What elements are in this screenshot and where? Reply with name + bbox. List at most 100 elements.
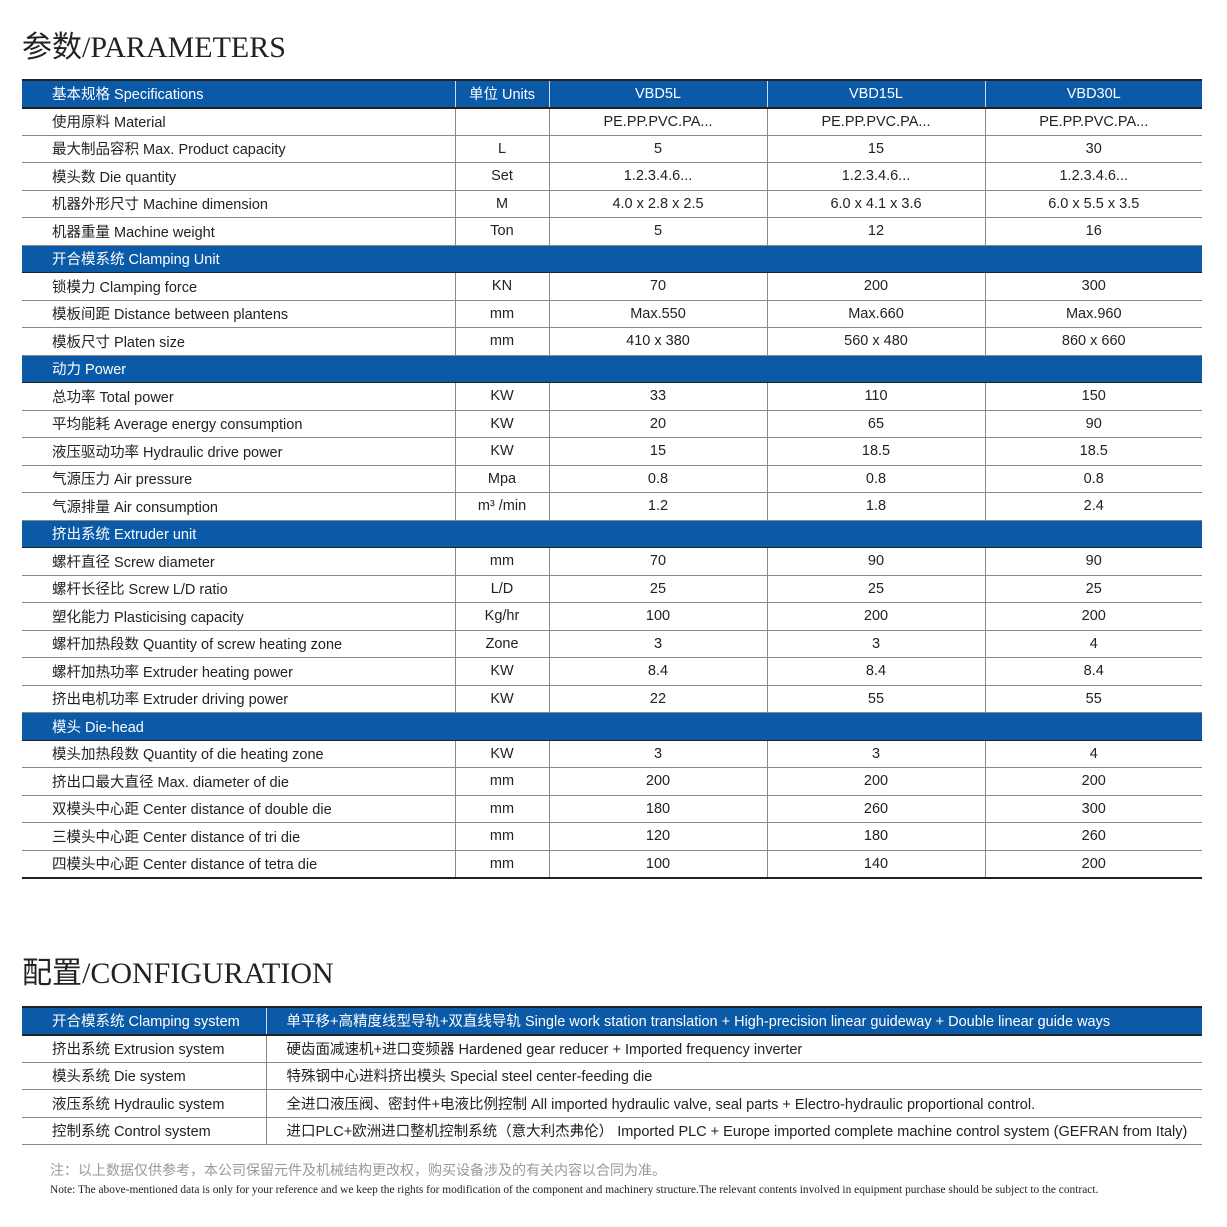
section-title: 模头 Die-head: [22, 712, 1202, 741]
value-cell: 22: [548, 685, 767, 713]
value-cell: 4: [984, 630, 1202, 658]
table-row: 双模头中心距 Center distance of double die mm 18…: [22, 795, 1202, 823]
value-cell: PE.PP.PVC.PA...: [548, 107, 767, 136]
value-cell: 300: [984, 795, 1202, 823]
table-row: 机器重量 Machine weight Ton 5 12 16: [22, 217, 1202, 246]
value-cell: 8.4: [766, 657, 985, 686]
table-row: 气源排量 Air consumption m³ /min 1.2 1.8 2.4: [22, 492, 1202, 521]
value-cell: 110: [766, 382, 985, 411]
header-model: VBD30L: [984, 80, 1202, 109]
header-spec: 基本规格 Specifications: [22, 80, 455, 109]
table-row: 平均能耗 Average energy consumption KW 20 65 90: [22, 410, 1202, 438]
spec-label: 平均能耗 Average energy consumption: [22, 410, 455, 438]
value-cell: 3: [548, 740, 767, 768]
unit-cell: KW: [454, 740, 549, 768]
header-model: VBD15L: [766, 80, 985, 109]
value-cell: 200: [984, 850, 1202, 878]
spec-label: 模板间距 Distance between plantens: [22, 300, 455, 328]
unit-cell: mm: [454, 850, 549, 878]
value-cell: 120: [548, 822, 767, 851]
value-cell: 410 x 380: [548, 327, 767, 356]
config-row: 液压系统 Hydraulic system 全进口液压阀、密封件+电液比例控制 A…: [22, 1089, 1202, 1118]
unit-cell: mm: [454, 822, 549, 851]
value-cell: 1.2.3.4.6...: [766, 162, 985, 191]
value-cell: 30: [984, 135, 1202, 163]
spec-label: 总功率 Total power: [22, 382, 455, 411]
table-row: 螺杆直径 Screw diameter mm 70 90 90: [22, 547, 1202, 576]
value-cell: PE.PP.PVC.PA...: [766, 107, 985, 136]
table-row: 螺杆加热功率 Extruder heating power KW 8.4 8.4 8.4: [22, 657, 1202, 686]
parameters-table: 基本规格 Specifications 单位 Units VBD5L VBD15…: [22, 79, 1202, 879]
value-cell: PE.PP.PVC.PA...: [984, 107, 1202, 136]
value-cell: 6.0 x 4.1 x 3.6: [766, 190, 985, 218]
value-cell: 55: [766, 685, 985, 713]
value-cell: 150: [984, 382, 1202, 411]
spec-label: 气源排量 Air consumption: [22, 492, 455, 521]
value-cell: 25: [548, 575, 767, 603]
value-cell: 15: [766, 135, 985, 163]
note-english: Note: The above-mentioned data is only f…: [50, 1184, 1099, 1196]
section-header-row: 开合模系统 Clamping Unit: [22, 245, 1202, 273]
value-cell: 16: [984, 217, 1202, 246]
table-row: 挤出口最大直径 Max. diameter of die mm 200 200 200: [22, 767, 1202, 796]
spec-label: 机器重量 Machine weight: [22, 217, 455, 246]
unit-cell: mm: [454, 547, 549, 576]
value-cell: 300: [984, 272, 1202, 301]
value-cell: 1.2.3.4.6...: [548, 162, 767, 191]
value-cell: 200: [984, 767, 1202, 796]
value-cell: 0.8: [766, 465, 985, 493]
unit-cell: Ton: [454, 217, 549, 246]
config-row: 控制系统 Control system 进口PLC+欧洲进口整机控制系统（意大利杰…: [22, 1117, 1202, 1145]
value-cell: 260: [984, 822, 1202, 851]
value-cell: 4.0 x 2.8 x 2.5: [548, 190, 767, 218]
config-label: 开合模系统 Clamping system: [22, 1007, 266, 1036]
value-cell: 90: [984, 410, 1202, 438]
value-cell: 200: [766, 767, 985, 796]
config-label: 模头系统 Die system: [22, 1062, 266, 1090]
spec-label: 模板尺寸 Platen size: [22, 327, 455, 356]
unit-cell: L/D: [454, 575, 549, 603]
header-model: VBD5L: [548, 80, 767, 109]
spec-label: 螺杆加热段数 Quantity of screw heating zone: [22, 630, 455, 658]
table-row: 螺杆长径比 Screw L/D ratio L/D 25 25 25: [22, 575, 1202, 603]
spec-label: 螺杆长径比 Screw L/D ratio: [22, 575, 455, 603]
value-cell: 3: [766, 630, 985, 658]
value-cell: 140: [766, 850, 985, 878]
value-cell: 3: [766, 740, 985, 768]
unit-cell: KW: [454, 382, 549, 411]
value-cell: 18.5: [766, 437, 985, 466]
unit-cell: KN: [454, 272, 549, 301]
unit-cell: KW: [454, 685, 549, 713]
spec-label: 四模头中心距 Center distance of tetra die: [22, 850, 455, 878]
value-cell: 860 x 660: [984, 327, 1202, 356]
unit-cell: mm: [454, 327, 549, 356]
value-cell: 25: [766, 575, 985, 603]
value-cell: 5: [548, 135, 767, 163]
section-header-row: 挤出系统 Extruder unit: [22, 520, 1202, 548]
value-cell: 70: [548, 272, 767, 301]
unit-cell: mm: [454, 767, 549, 796]
config-label: 液压系统 Hydraulic system: [22, 1089, 266, 1118]
table-header-row: 基本规格 Specifications 单位 Units VBD5L VBD15…: [22, 80, 1202, 109]
spec-label: 挤出口最大直径 Max. diameter of die: [22, 767, 455, 796]
unit-cell: KW: [454, 437, 549, 466]
config-row: 模头系统 Die system 特殊钢中心进料挤出模头 Special steel…: [22, 1062, 1202, 1090]
table-row: 模头数 Die quantity Set 1.2.3.4.6... 1.2.3.4.6…: [22, 162, 1202, 191]
value-cell: 12: [766, 217, 985, 246]
value-cell: 0.8: [984, 465, 1202, 493]
table-row: 使用原料 Material PE.PP.PVC.PA... PE.PP.PVC.PA…: [22, 107, 1202, 136]
table-row: 塑化能力 Plasticising capacity Kg/hr 100 200 200: [22, 602, 1202, 631]
unit-cell: m³ /min: [454, 492, 549, 521]
config-value: 特殊钢中心进料挤出模头 Special steel center-feeding…: [265, 1062, 1202, 1090]
table-row: 液压驱动功率 Hydraulic drive power KW 15 18.5 18.5: [22, 437, 1202, 466]
section-header-row: 动力 Power: [22, 355, 1202, 383]
value-cell: 55: [984, 685, 1202, 713]
value-cell: Max.660: [766, 300, 985, 328]
value-cell: 1.2: [548, 492, 767, 521]
value-cell: 20: [548, 410, 767, 438]
table-row: 模板间距 Distance between plantens mm Max.550 M…: [22, 300, 1202, 328]
table-row: 气源压力 Air pressure Mpa 0.8 0.8 0.8: [22, 465, 1202, 493]
section-title: 动力 Power: [22, 355, 1202, 383]
value-cell: 65: [766, 410, 985, 438]
note-chinese: 注：以上数据仅供参考，本公司保留元件及机械结构更改权，购买设备涉及的有关内容以合…: [50, 1162, 666, 1178]
